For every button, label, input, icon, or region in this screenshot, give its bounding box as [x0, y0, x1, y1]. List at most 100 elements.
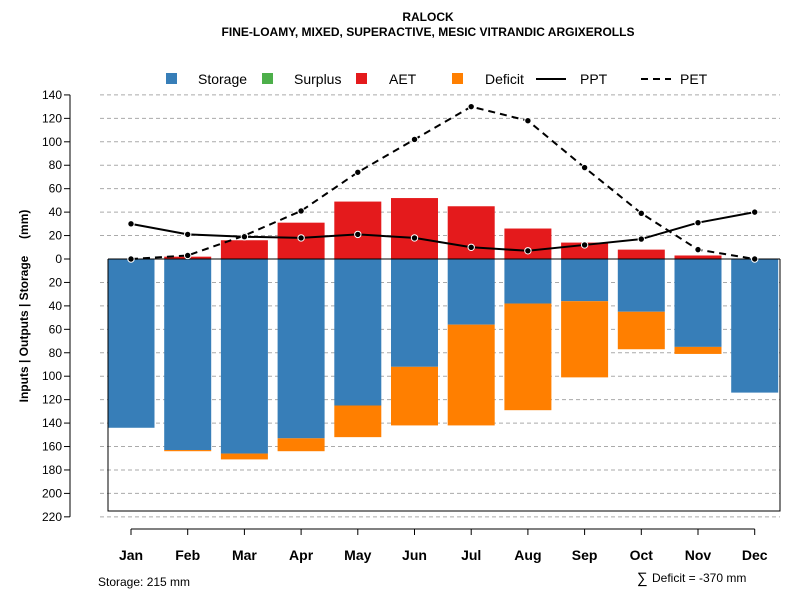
deficit-bar-nov — [674, 346, 722, 354]
deficit-bar-jun — [391, 366, 438, 426]
deficit-bar-oct — [617, 311, 665, 350]
gridlines — [100, 94, 780, 518]
storage-capacity-box — [107, 259, 781, 512]
ppt-point — [297, 234, 305, 242]
storage-bar-nov — [674, 259, 722, 347]
legend-label-deficit: Deficit — [485, 71, 524, 87]
y-tick-label: 180 — [42, 463, 62, 477]
x-tick-label-aug: Aug — [514, 547, 541, 563]
ppt-point — [127, 220, 135, 228]
x-tick-label-apr: Apr — [289, 547, 314, 563]
storage-note: Storage: 215 mm — [98, 575, 190, 589]
x-tick-label-may: May — [344, 547, 371, 563]
pet-point — [127, 255, 135, 263]
deficit-bar-aug — [504, 303, 552, 411]
pet-point — [410, 135, 419, 144]
x-tick-label-dec: Dec — [742, 547, 768, 563]
storage-bar-jul — [447, 259, 495, 325]
y-axis-label: Inputs | Outputs | Storage (mm) — [17, 210, 31, 403]
y-axis: 140 120 100 80 60 40 200 20 40 60 80 100 120 140 160 18… — [42, 88, 71, 524]
plot-frame — [107, 258, 781, 512]
y-tick-label: 120 — [42, 111, 62, 125]
legend-item-aet: AET — [356, 71, 417, 87]
x-tick-label-nov: Nov — [685, 547, 712, 563]
storage-bar-feb — [164, 259, 212, 451]
storage-bar-sep — [561, 259, 609, 302]
deficit-bar-apr — [277, 438, 325, 452]
aet-bar-mar — [220, 240, 268, 259]
ppt-line — [130, 211, 755, 252]
aet-bar-jun — [391, 198, 438, 259]
storage-bar-may — [334, 259, 382, 406]
x-axis: Jan Feb Mar Apr May Jun Jul Aug Sep Oct Nov Dec — [119, 528, 768, 563]
legend-item-ppt: PPT — [536, 71, 608, 87]
y-tick-label: 80 — [49, 346, 63, 360]
y-tick-label: 20 — [49, 275, 63, 289]
x-tick-label-jun: Jun — [402, 547, 427, 563]
pet-point — [354, 168, 362, 176]
storage-bar-oct — [617, 259, 665, 312]
legend-label-pet: PET — [680, 71, 708, 87]
aet-bar-nov — [674, 255, 722, 259]
deficit-bar-may — [334, 405, 382, 438]
chart-subtitle: FINE-LOAMY, MIXED, SUPERACTIVE, MESIC VI… — [222, 25, 635, 39]
deficit-bar-mar — [220, 453, 268, 460]
ppt-point — [580, 241, 589, 249]
legend-item-surplus: Surplus — [262, 71, 341, 87]
y-tick-label: 200 — [42, 486, 62, 500]
x-tick-label-mar: Mar — [232, 547, 257, 563]
y-tick-label: 60 — [49, 322, 63, 336]
pet-line — [130, 105, 755, 260]
pet-point — [751, 255, 759, 263]
pet-point — [580, 163, 589, 172]
y-tick-label: 40 — [49, 205, 63, 219]
legend-swatch-surplus — [262, 73, 273, 84]
ppt-point — [354, 230, 362, 239]
storage-bar-dec — [731, 259, 779, 393]
y-tick-label: 160 — [42, 440, 62, 454]
y-tick-label: 140 — [42, 416, 62, 430]
y-tick-label: 60 — [49, 182, 63, 196]
y-tick-label: 0 — [55, 252, 62, 266]
legend-label-storage: Storage — [198, 71, 247, 87]
aet-bar-oct — [617, 249, 665, 259]
aet-bar-jul — [447, 206, 495, 259]
y-tick-label: 40 — [49, 299, 63, 313]
legend-swatch-storage — [166, 73, 177, 84]
deficit-bar-feb — [164, 450, 212, 452]
sum-symbol: ∑ — [637, 570, 648, 587]
storage-bar-jun — [391, 259, 438, 367]
ppt-point — [467, 243, 475, 251]
ppt-point — [524, 247, 532, 255]
pet-point — [637, 209, 645, 217]
pet-point — [297, 207, 305, 215]
deficit-bar-jul — [447, 324, 495, 426]
x-tick-label-jan: Jan — [119, 547, 143, 563]
pet-point — [694, 245, 702, 254]
y-tick-label: 220 — [42, 510, 62, 524]
bars — [107, 198, 779, 460]
x-tick-label-jul: Jul — [461, 547, 481, 563]
y-tick-label: 100 — [42, 369, 62, 383]
pet-point — [184, 251, 192, 260]
ppt-point — [240, 233, 249, 241]
ppt-point — [637, 235, 645, 243]
legend-item-storage: Storage — [166, 71, 247, 87]
y-tick-label: 100 — [42, 135, 62, 149]
legend-swatch-aet — [356, 73, 367, 84]
x-tick-label-sep: Sep — [572, 547, 598, 563]
storage-bar-apr — [277, 259, 325, 439]
lines — [127, 102, 759, 263]
y-tick-label: 80 — [49, 158, 63, 172]
legend-label-surplus: Surplus — [294, 71, 341, 87]
legend-label-aet: AET — [389, 71, 417, 87]
deficit-note: Deficit = -370 mm — [652, 571, 746, 585]
y-tick-label: 140 — [42, 88, 62, 102]
ppt-point — [410, 234, 419, 242]
aet-bar-may — [334, 201, 382, 259]
y-tick-label: 120 — [42, 393, 62, 407]
ppt-point — [751, 208, 759, 216]
ppt-point — [184, 230, 192, 239]
chart-title: RALOCK — [402, 10, 454, 24]
